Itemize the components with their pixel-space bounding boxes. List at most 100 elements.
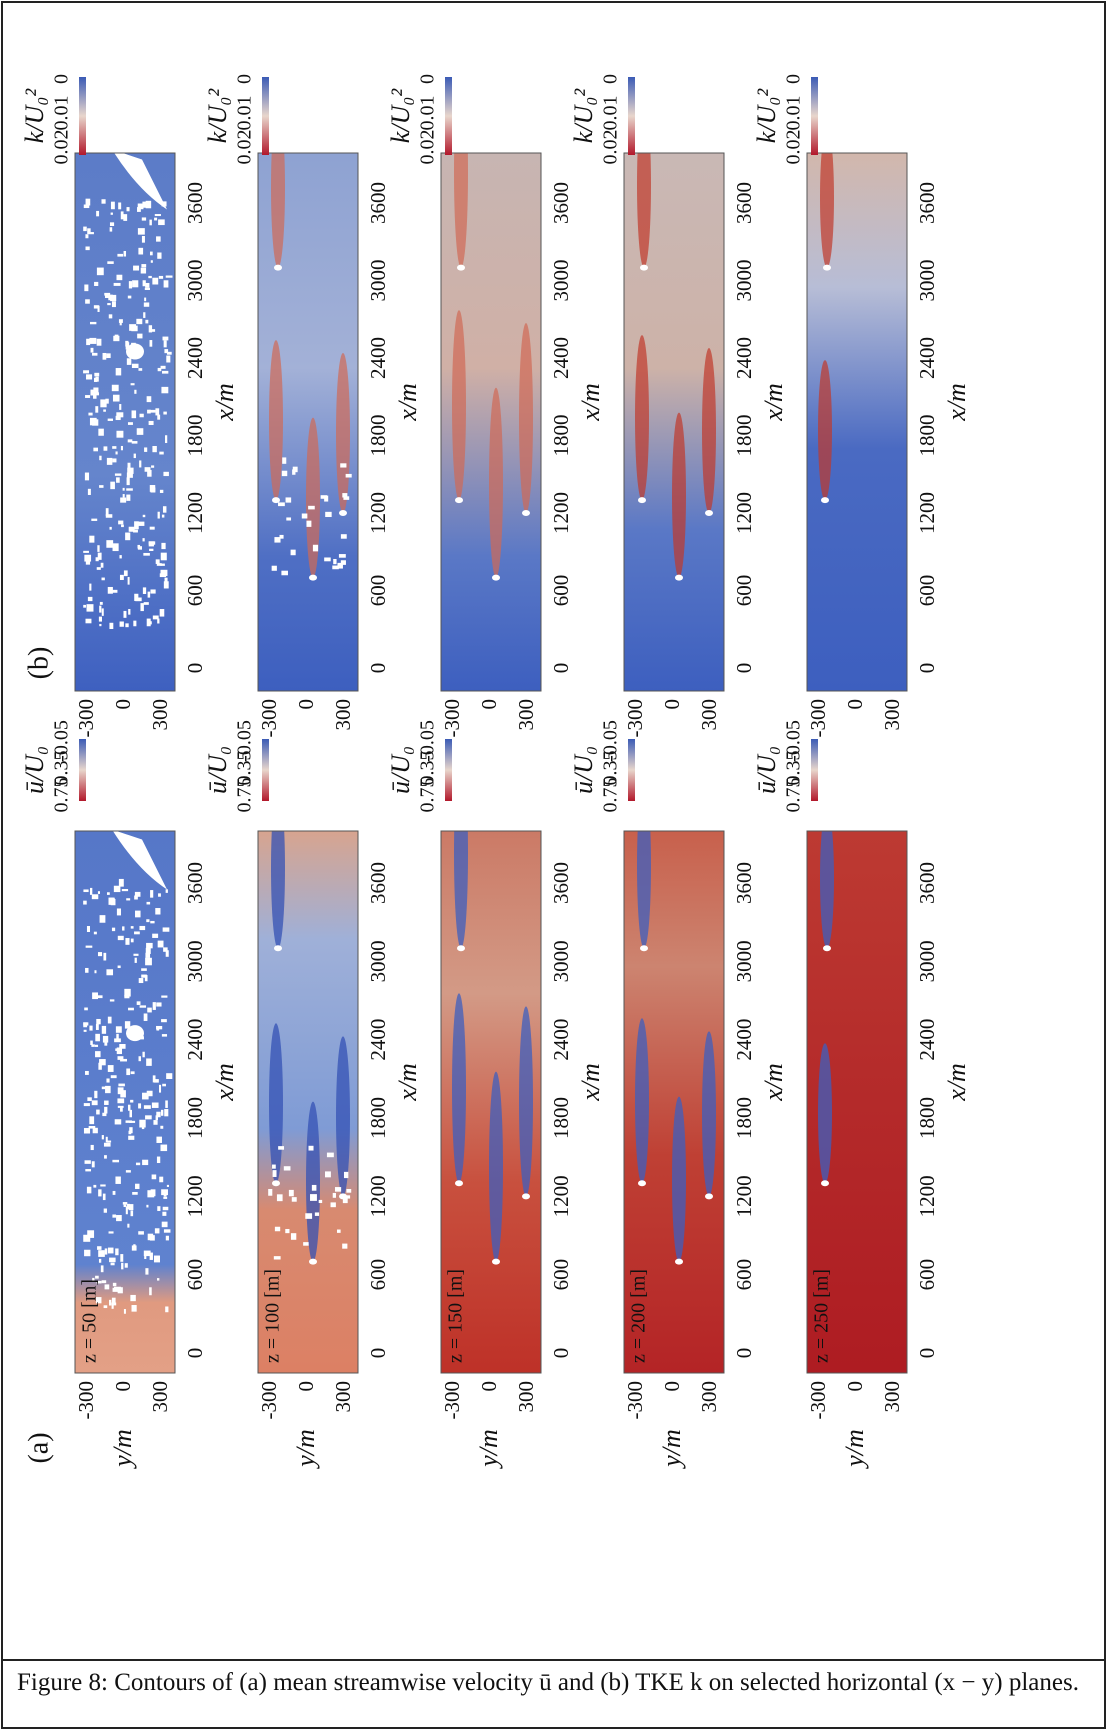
building bbox=[138, 247, 144, 255]
colorbar bbox=[445, 739, 452, 801]
building bbox=[147, 1007, 152, 1013]
y-tick-label: -300 bbox=[806, 699, 830, 738]
building bbox=[332, 565, 339, 570]
y-tick-label: -300 bbox=[74, 699, 98, 738]
building bbox=[133, 1244, 136, 1247]
x-axis-label: x/m bbox=[942, 1063, 971, 1102]
building bbox=[157, 414, 161, 420]
building bbox=[145, 957, 152, 966]
y-axis-label: y/m bbox=[108, 1429, 137, 1470]
building bbox=[324, 1171, 331, 1178]
building bbox=[125, 340, 129, 347]
y-tick-label: -300 bbox=[257, 699, 281, 738]
building bbox=[137, 207, 141, 212]
colorbar bbox=[811, 739, 818, 801]
building bbox=[91, 1100, 98, 1106]
building bbox=[326, 1152, 334, 1158]
building bbox=[105, 1085, 111, 1094]
x-tick-label: 2400 bbox=[183, 337, 207, 379]
y-tick-label: 300 bbox=[148, 1381, 172, 1413]
building bbox=[164, 577, 168, 585]
building bbox=[139, 925, 146, 931]
building bbox=[93, 305, 99, 309]
building bbox=[94, 1044, 99, 1047]
wake bbox=[489, 387, 503, 578]
building bbox=[115, 451, 118, 455]
colorbar-tick-label: 0.01 bbox=[600, 96, 622, 131]
wake bbox=[489, 1071, 503, 1262]
colorbar-tick-label: -0.05 bbox=[600, 720, 622, 762]
building bbox=[121, 1262, 124, 1270]
building bbox=[157, 940, 164, 948]
colorbar-tick-label: 0 bbox=[600, 74, 622, 84]
building bbox=[152, 1002, 156, 1010]
building bbox=[126, 358, 132, 365]
x-tick-label: 3000 bbox=[915, 940, 939, 982]
building bbox=[104, 1100, 109, 1105]
building bbox=[159, 451, 164, 455]
building bbox=[85, 395, 91, 398]
building bbox=[87, 1097, 92, 1101]
building bbox=[156, 236, 161, 242]
colorbar-label: ū/U₀ bbox=[752, 746, 781, 794]
building bbox=[106, 1140, 112, 1143]
building bbox=[308, 505, 315, 510]
x-tick-label: 600 bbox=[183, 575, 207, 607]
building bbox=[127, 295, 132, 299]
building bbox=[93, 1184, 97, 1188]
building bbox=[85, 945, 93, 948]
x-tick-label: 3600 bbox=[549, 182, 573, 224]
building bbox=[86, 926, 90, 933]
building bbox=[288, 1189, 294, 1197]
building bbox=[116, 430, 124, 438]
colorbar-tick-label: 0.75 bbox=[51, 778, 73, 813]
colorbar-tick-label: 0.75 bbox=[783, 778, 805, 813]
building bbox=[145, 1115, 152, 1120]
x-tick-label: 2400 bbox=[183, 1019, 207, 1061]
building bbox=[121, 889, 129, 892]
building bbox=[83, 370, 90, 374]
obstacle bbox=[274, 945, 282, 952]
building bbox=[124, 1263, 128, 1268]
building bbox=[117, 1098, 125, 1104]
building bbox=[107, 1016, 112, 1024]
y-tick-label: -300 bbox=[74, 1381, 98, 1420]
building bbox=[119, 621, 124, 627]
x-tick-label: 2400 bbox=[366, 337, 390, 379]
x-tick-label: 1200 bbox=[549, 1175, 573, 1217]
colorbar-tick-label: -0.05 bbox=[783, 720, 805, 762]
building bbox=[145, 1268, 149, 1275]
building bbox=[291, 1197, 297, 1202]
z-level-label: z = 100 [m] bbox=[262, 1269, 284, 1363]
colorbar-tick-label: -0.05 bbox=[234, 720, 256, 762]
building bbox=[151, 465, 155, 468]
building bbox=[112, 831, 167, 890]
building bbox=[103, 1142, 111, 1147]
x-axis-label: x/m bbox=[759, 383, 788, 422]
x-tick-label: 1200 bbox=[549, 492, 573, 534]
building bbox=[120, 497, 127, 503]
building bbox=[87, 596, 93, 602]
building bbox=[271, 565, 277, 571]
building bbox=[118, 520, 124, 525]
building bbox=[112, 1214, 117, 1218]
building bbox=[101, 1280, 107, 1284]
contour-panel bbox=[75, 153, 175, 691]
building bbox=[90, 1040, 93, 1045]
building bbox=[95, 406, 99, 413]
panel-label: (b) bbox=[23, 647, 54, 680]
building bbox=[131, 410, 137, 419]
building bbox=[93, 931, 97, 935]
building bbox=[102, 1193, 106, 1201]
obstacle bbox=[309, 574, 317, 581]
x-tick-label: 3000 bbox=[183, 260, 207, 302]
building bbox=[332, 1192, 336, 1198]
building bbox=[145, 282, 150, 288]
building bbox=[156, 1002, 162, 1007]
building bbox=[89, 337, 97, 344]
building bbox=[96, 210, 100, 217]
building bbox=[165, 950, 169, 957]
building bbox=[112, 153, 167, 210]
building bbox=[116, 412, 124, 418]
